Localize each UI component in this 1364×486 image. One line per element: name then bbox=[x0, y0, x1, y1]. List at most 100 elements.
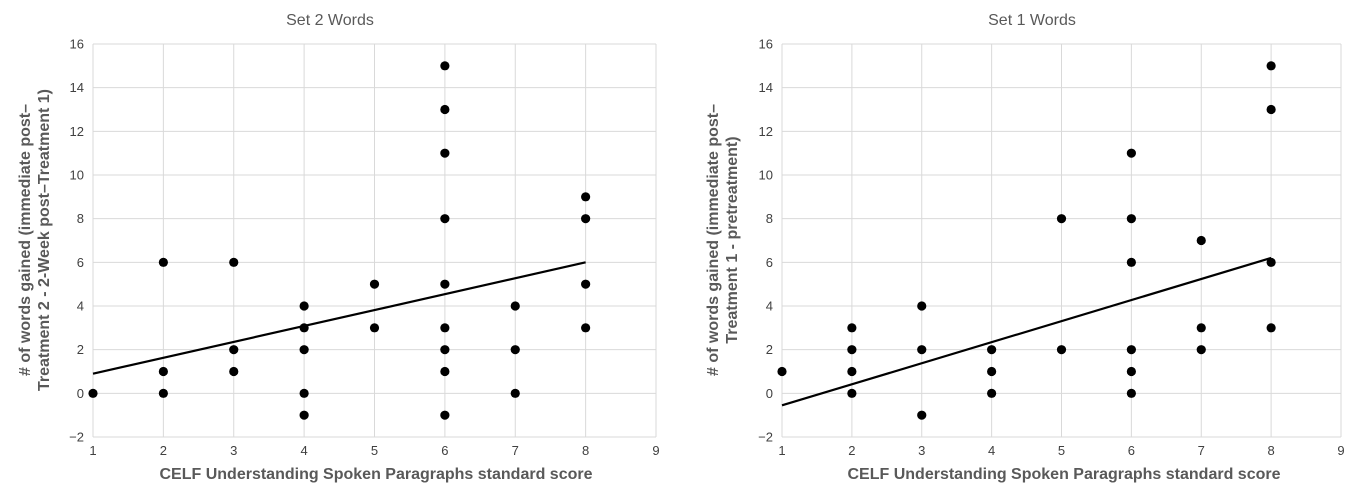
y-tick-label: 10 bbox=[759, 168, 773, 183]
data-point bbox=[440, 61, 450, 71]
y-tick-label: 16 bbox=[70, 37, 84, 52]
data-point bbox=[1126, 345, 1136, 355]
x-tick-label: 8 bbox=[1268, 443, 1275, 458]
data-point bbox=[88, 388, 98, 398]
data-point bbox=[299, 301, 309, 311]
y-tick-label: 4 bbox=[766, 299, 773, 314]
y-tick-label: 4 bbox=[77, 299, 84, 314]
data-point bbox=[987, 345, 997, 355]
data-point bbox=[1196, 235, 1206, 246]
chart-title: Set 2 Words bbox=[286, 12, 374, 29]
y-tick-label: 6 bbox=[766, 255, 773, 270]
data-point bbox=[369, 279, 380, 289]
x-tick-label: 1 bbox=[778, 443, 785, 458]
y-axis-label: # of words gained (immediate post– Treatm… bbox=[17, 89, 53, 391]
data-point bbox=[1266, 257, 1276, 267]
data-point bbox=[777, 366, 787, 377]
y-tick-label: 0 bbox=[77, 386, 84, 401]
data-point bbox=[987, 388, 997, 398]
y-tick-label: 0 bbox=[766, 386, 773, 401]
data-point bbox=[987, 366, 997, 377]
x-axis-label: CELF Understanding Spoken Paragraphs sta… bbox=[848, 466, 1281, 483]
x-tick-label: 4 bbox=[301, 443, 308, 458]
data-point bbox=[229, 366, 239, 377]
data-point bbox=[581, 214, 591, 224]
data-point bbox=[1266, 61, 1276, 71]
data-point bbox=[917, 345, 927, 355]
data-point bbox=[847, 388, 857, 398]
data-point bbox=[1126, 257, 1136, 267]
data-point bbox=[158, 366, 168, 377]
data-point bbox=[581, 323, 591, 333]
trendline bbox=[781, 256, 1272, 407]
data-point bbox=[369, 323, 380, 333]
data-point bbox=[1126, 366, 1136, 377]
y-tick-label: 2 bbox=[766, 342, 773, 357]
y-axis-label: # of words gained (immediate post– Treatm… bbox=[705, 104, 741, 376]
y-tick-label: 2 bbox=[77, 342, 84, 357]
data-point bbox=[440, 104, 450, 115]
y-tick-label: 12 bbox=[759, 124, 773, 139]
data-point bbox=[440, 410, 450, 420]
data-point bbox=[158, 388, 168, 398]
data-point bbox=[158, 257, 168, 267]
y-tick-label: 14 bbox=[70, 80, 84, 95]
data-point bbox=[440, 214, 450, 224]
data-point bbox=[1126, 388, 1136, 398]
data-point bbox=[299, 410, 309, 420]
y-tick-label: 14 bbox=[759, 80, 773, 95]
chart-title: Set 1 Words bbox=[988, 12, 1076, 29]
x-tick-label: 6 bbox=[441, 443, 448, 458]
data-point bbox=[299, 323, 309, 333]
data-point bbox=[440, 148, 450, 158]
y-tick-label: −2 bbox=[758, 430, 773, 445]
x-axis-label: CELF Understanding Spoken Paragraphs sta… bbox=[160, 466, 593, 483]
data-point bbox=[510, 345, 520, 355]
data-point bbox=[229, 345, 239, 355]
x-tick-label: 2 bbox=[848, 443, 855, 458]
data-point bbox=[847, 345, 857, 355]
y-tick-label: 16 bbox=[759, 37, 773, 52]
data-point bbox=[917, 301, 927, 311]
data-point bbox=[1126, 148, 1136, 158]
y-axis-label-line: # of words gained (immediate post– bbox=[705, 104, 722, 376]
data-point bbox=[299, 388, 309, 398]
data-point bbox=[1196, 345, 1206, 355]
data-point bbox=[917, 410, 927, 420]
data-point bbox=[510, 301, 520, 311]
y-tick-label: 8 bbox=[77, 211, 84, 226]
data-point bbox=[1196, 323, 1206, 333]
y-tick-label: −2 bbox=[69, 430, 84, 445]
data-point bbox=[1126, 214, 1136, 224]
x-tick-label: 3 bbox=[230, 443, 237, 458]
y-axis-label-line: Treatment 2 - 2-Week post–Treatment 1) bbox=[36, 89, 53, 391]
data-point bbox=[229, 257, 239, 267]
x-tick-label: 9 bbox=[652, 443, 659, 458]
trendline bbox=[92, 261, 586, 375]
x-tick-label: 5 bbox=[1058, 443, 1065, 458]
data-point bbox=[1056, 214, 1067, 224]
y-tick-label: 6 bbox=[77, 255, 84, 270]
x-tick-label: 8 bbox=[582, 443, 589, 458]
y-tick-label: 12 bbox=[70, 124, 84, 139]
data-point bbox=[847, 366, 857, 377]
data-point bbox=[581, 279, 591, 289]
y-axis-label-line: Treatment 1 - pretreatment) bbox=[724, 136, 741, 343]
x-tick-label: 2 bbox=[160, 443, 167, 458]
data-point bbox=[299, 345, 309, 355]
data-point bbox=[581, 192, 591, 202]
x-tick-label: 6 bbox=[1128, 443, 1135, 458]
x-tick-label: 9 bbox=[1337, 443, 1344, 458]
data-point bbox=[847, 323, 857, 333]
y-tick-label: 10 bbox=[70, 168, 84, 183]
data-point bbox=[440, 323, 450, 333]
x-tick-label: 7 bbox=[1198, 443, 1205, 458]
x-tick-label: 1 bbox=[89, 443, 96, 458]
x-tick-label: 7 bbox=[512, 443, 519, 458]
data-point bbox=[1056, 345, 1067, 355]
data-point bbox=[440, 279, 450, 289]
y-tick-label: 8 bbox=[766, 211, 773, 226]
